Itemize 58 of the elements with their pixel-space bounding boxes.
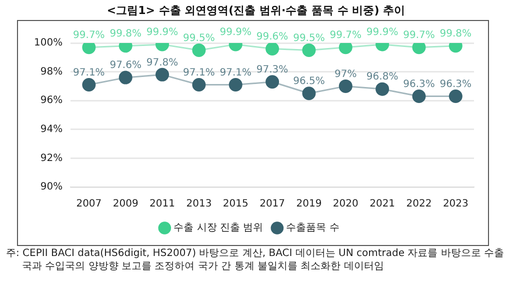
data-label: 99.7% xyxy=(330,30,362,41)
point xyxy=(302,86,316,100)
data-label: 96.8% xyxy=(366,72,398,83)
data-label: 96.3% xyxy=(440,78,472,90)
data-label: 97.1% xyxy=(220,67,252,78)
x-tick-label: 2015 xyxy=(222,198,248,210)
point xyxy=(266,75,280,89)
y-tick-label: 98% xyxy=(40,66,63,78)
legend-label: 수출품목 수 xyxy=(286,222,340,234)
x-tick-label: 2019 xyxy=(296,198,322,210)
data-label: 97% xyxy=(334,68,357,80)
point xyxy=(118,70,132,84)
point xyxy=(338,79,352,93)
data-label: 99.5% xyxy=(293,32,325,44)
point xyxy=(412,43,426,54)
x-tick-label: 2021 xyxy=(370,198,396,210)
point xyxy=(192,78,206,92)
point xyxy=(412,90,426,104)
point xyxy=(266,43,280,56)
data-label: 99.7% xyxy=(403,30,435,41)
y-tick-label: 96% xyxy=(40,95,63,106)
point xyxy=(448,90,462,104)
point xyxy=(156,68,170,82)
data-label: 99.8% xyxy=(440,28,472,40)
data-label: 97.6% xyxy=(110,60,142,72)
x-tick-label: 2017 xyxy=(260,198,286,210)
legend-label: 수출 시장 진출 범위 xyxy=(174,222,264,234)
data-label: 99.8% xyxy=(110,28,142,40)
data-label: 97.3% xyxy=(256,64,288,76)
x-tick-label: 2023 xyxy=(442,198,468,210)
data-label: 96.5% xyxy=(293,76,325,87)
data-label: 99.5% xyxy=(183,32,215,44)
x-tick-label: 2009 xyxy=(112,198,138,210)
point xyxy=(82,78,96,92)
point xyxy=(82,43,96,54)
x-tick-label: 2007 xyxy=(76,198,102,210)
data-label: 97.1% xyxy=(73,67,105,78)
data-label: 96.3% xyxy=(403,78,435,90)
data-label: 99.9% xyxy=(220,27,252,38)
data-label: 99.7% xyxy=(73,30,105,41)
chart-title: <그림1> 수출 외연영역(진출 범위·수출 품목 수 비중) 추이 xyxy=(106,3,406,19)
x-tick-label: 2020 xyxy=(332,198,358,210)
y-tick-label: 94% xyxy=(40,124,63,135)
y-tick-label: 90% xyxy=(40,182,63,193)
text: 주: CEPII BACI data(HS6digit, HS2007) 바탕으로 계산, BACI 데이터는 UN comtrade 자료를 바탕으로 수출국과 수입국의 양방향 보고를 조정하여 국가 간 통계 불일치를 최소화한 데이터임 xyxy=(6,247,506,273)
data-label: 99.9% xyxy=(366,27,398,38)
x-tick-label: 2013 xyxy=(186,198,212,210)
point xyxy=(376,82,390,96)
y-tick-label: 100% xyxy=(34,38,63,49)
x-tick-label: 2011 xyxy=(150,198,175,210)
y-tick-label: 92% xyxy=(40,152,63,164)
point xyxy=(338,43,352,54)
data-label: 99.9% xyxy=(146,27,178,38)
point xyxy=(228,78,242,92)
data-label: 97.8% xyxy=(146,57,178,68)
x-tick-label: 2022 xyxy=(406,198,432,210)
data-label: 97.1% xyxy=(183,67,215,78)
data-label: 99.6% xyxy=(256,31,288,42)
